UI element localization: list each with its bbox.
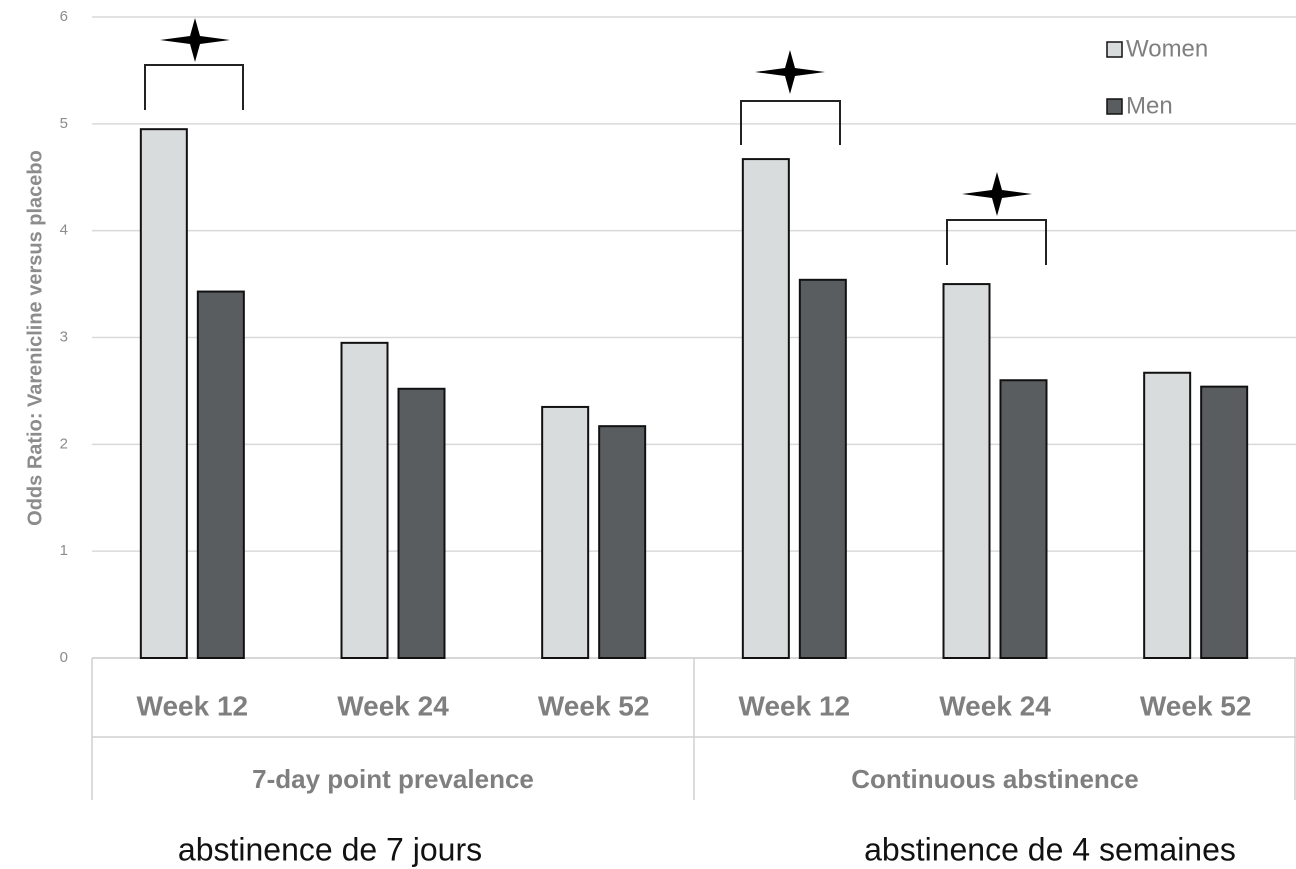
y-tick-label: 0: [60, 649, 68, 666]
y-axis-label: Odds Ratio: Varenicline versus placebo: [24, 150, 46, 526]
bracket: [740, 100, 841, 145]
x-tick-label: Week 12: [137, 690, 249, 721]
bracket: [144, 64, 244, 110]
star: [962, 172, 1032, 216]
bar: [397, 387, 446, 659]
x-tick-label: Week 52: [538, 690, 650, 721]
bar: [798, 278, 847, 659]
bar: [196, 290, 245, 659]
bracket: [946, 219, 1047, 265]
bar: [999, 379, 1048, 659]
y-tick-label: 1: [60, 542, 68, 559]
bar: [541, 405, 590, 660]
star: [755, 50, 825, 94]
y-tick-label: 6: [60, 8, 68, 25]
caption: abstinence de 4 semaines: [864, 831, 1236, 867]
legend-swatch: [1106, 98, 1123, 115]
y-tick-label: 2: [60, 435, 68, 452]
bar: [340, 341, 389, 659]
x-tick-label: Week 24: [939, 690, 1051, 721]
x-tick-label: Week 52: [1140, 690, 1252, 721]
group-label: Continuous abstinence: [851, 764, 1138, 794]
significance-brackets: [144, 64, 1047, 265]
legend-swatch: [1106, 41, 1123, 58]
y-tick-label: 4: [60, 222, 68, 239]
star: [160, 18, 230, 62]
x-tick-label: Week 12: [739, 690, 851, 721]
caption: abstinence de 7 jours: [178, 831, 482, 867]
legend-label: Women: [1126, 35, 1208, 62]
y-tick-label: 5: [60, 115, 68, 132]
bar: [741, 158, 790, 659]
bar: [1143, 371, 1192, 659]
y-tick-label: 3: [60, 328, 68, 345]
significance-stars: [160, 18, 1032, 216]
bar: [942, 283, 991, 659]
bar: [139, 128, 188, 660]
bar: [1200, 385, 1249, 659]
bar: [598, 425, 647, 659]
group-label: 7-day point prevalence: [252, 764, 534, 794]
legend-label: Men: [1126, 92, 1173, 119]
x-tick-label: Week 24: [337, 690, 449, 721]
